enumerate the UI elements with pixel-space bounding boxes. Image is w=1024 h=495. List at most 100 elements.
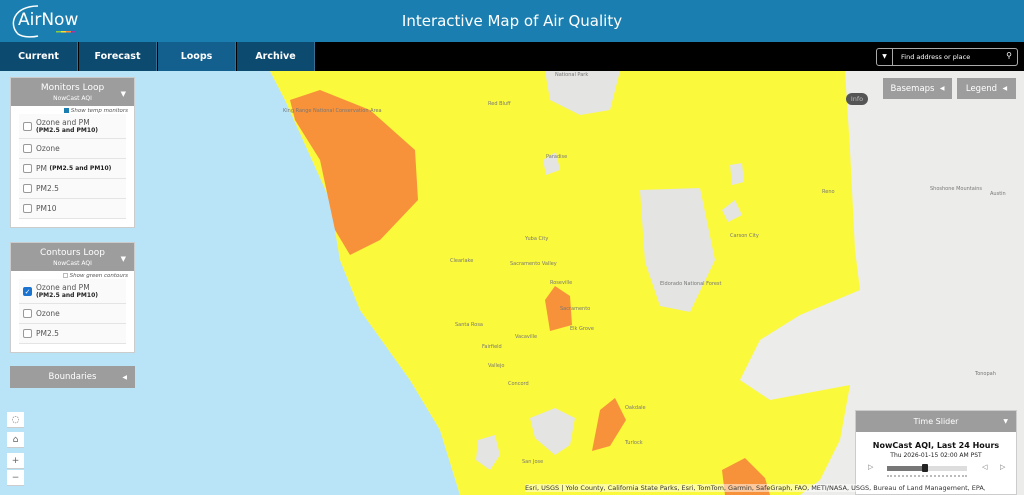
step-forward-icon[interactable]: ▷ bbox=[1000, 463, 1006, 471]
show-temp-monitors-toggle[interactable]: Show temp monitors bbox=[11, 106, 134, 114]
option-ozone[interactable]: Ozone bbox=[19, 304, 126, 324]
map-label: Yuba City bbox=[524, 236, 548, 242]
map-canvas[interactable]: National Park Red Bluff Paradise Reno Yu… bbox=[0, 71, 1024, 495]
checkbox-checked[interactable]: ✓ bbox=[23, 286, 32, 296]
option-pm[interactable]: PM (PM2.5 and PM10) bbox=[19, 159, 126, 179]
sublabel: (PM2.5 and PM10) bbox=[49, 165, 112, 172]
panel-subtitle: NowCast AQI bbox=[53, 260, 92, 267]
time-slider-fill bbox=[887, 466, 926, 471]
caret-down-icon: ▼ bbox=[1003, 418, 1008, 425]
map-label: Sacramento Valley bbox=[510, 261, 557, 267]
search-icon[interactable]: ⚲ bbox=[1006, 51, 1012, 60]
map-label: Vallejo bbox=[488, 363, 504, 369]
map-label: Elk Grove bbox=[570, 326, 594, 332]
map-label: Fairfield bbox=[482, 344, 502, 350]
caret-down-icon: ▼ bbox=[120, 255, 126, 263]
panel-title: Monitors Loop bbox=[40, 83, 105, 93]
monitors-loop-header[interactable]: Monitors Loop NowCast AQI ▼ bbox=[11, 78, 134, 106]
label: PM2.5 bbox=[36, 329, 59, 338]
panel-title: Contours Loop bbox=[39, 248, 106, 258]
time-slider-panel: Time Slider ▼ NowCast AQI, Last 24 Hours … bbox=[855, 410, 1017, 495]
panel-subtitle: NowCast AQI bbox=[53, 95, 92, 102]
label: Ozone and PM bbox=[36, 283, 90, 292]
map-label: Vacaville bbox=[515, 334, 537, 340]
chevron-down-icon[interactable]: ▼ bbox=[877, 49, 893, 65]
map-label: Red Bluff bbox=[488, 101, 511, 107]
contours-loop-panel: Contours Loop NowCast AQI ▼ Show green c… bbox=[10, 242, 135, 353]
option-pm25[interactable]: PM2.5 bbox=[19, 179, 126, 199]
tab-loops[interactable]: Loops bbox=[158, 42, 236, 71]
sublabel: (PM2.5 and PM10) bbox=[36, 292, 98, 299]
checkbox[interactable] bbox=[23, 144, 32, 153]
basemaps-button[interactable]: Basemaps ◀ bbox=[883, 78, 952, 99]
checkbox[interactable] bbox=[23, 329, 32, 338]
zoom-in-button[interactable]: + bbox=[7, 453, 24, 469]
show-green-contours-toggle[interactable]: Show green contours bbox=[11, 271, 134, 279]
caret-left-icon: ◀ bbox=[939, 85, 945, 92]
aqi-usg-contour bbox=[545, 286, 572, 331]
caret-left-icon: ◀ bbox=[1002, 85, 1008, 92]
zoom-out-button[interactable]: − bbox=[7, 470, 24, 486]
checkbox[interactable] bbox=[23, 204, 32, 213]
contours-loop-header[interactable]: Contours Loop NowCast AQI ▼ bbox=[11, 243, 134, 271]
home-icon[interactable]: ⌂ bbox=[7, 432, 24, 448]
contour-gap bbox=[476, 435, 500, 470]
sublabel: (PM2.5 and PM10) bbox=[36, 127, 98, 134]
tab-archive[interactable]: Archive bbox=[237, 42, 315, 71]
logo-text: AirNow bbox=[18, 10, 79, 30]
app-header: AirNow Interactive Map of Air Quality bbox=[0, 0, 1024, 42]
map-label: Paradise bbox=[546, 154, 567, 160]
search-input[interactable]: ▼ Find address or place ⚲ bbox=[876, 48, 1018, 66]
map-label: Tonopah bbox=[974, 371, 996, 377]
checkbox[interactable] bbox=[64, 108, 70, 113]
airnow-logo bbox=[12, 5, 76, 38]
map-label: Carson City bbox=[730, 233, 759, 239]
checkbox[interactable] bbox=[23, 164, 32, 173]
label: Legend bbox=[965, 83, 998, 94]
label: Ozone and PM bbox=[36, 118, 90, 127]
time-slider-track[interactable] bbox=[887, 464, 967, 472]
contour-gap bbox=[640, 188, 715, 312]
time-slider-ticks bbox=[887, 475, 967, 477]
panel-title: Time Slider bbox=[913, 417, 959, 426]
option-ozone[interactable]: Ozone bbox=[19, 139, 126, 159]
boundaries-panel-header[interactable]: Boundaries ◀ bbox=[10, 366, 135, 388]
play-icon[interactable]: ▷ bbox=[868, 463, 874, 471]
contour-gap bbox=[730, 163, 744, 185]
checkbox[interactable] bbox=[62, 273, 68, 278]
label: Basemaps bbox=[890, 83, 935, 94]
info-button[interactable]: Info bbox=[846, 93, 868, 105]
label: Show green contours bbox=[69, 273, 128, 279]
aqi-moderate-contour bbox=[270, 71, 860, 495]
map-label: Eldorado National Forest bbox=[660, 281, 722, 287]
legend-button[interactable]: Legend ◀ bbox=[957, 78, 1016, 99]
time-slider-thumb[interactable] bbox=[922, 464, 929, 472]
tab-forecast[interactable]: Forecast bbox=[79, 42, 157, 71]
map-attribution: Esri, USGS | Yolo County, California Sta… bbox=[525, 484, 985, 492]
label: PM2.5 bbox=[36, 184, 59, 193]
locate-icon[interactable]: ◌ bbox=[7, 412, 24, 428]
contour-gap bbox=[545, 71, 620, 115]
map-label: Santa Rosa bbox=[455, 322, 483, 328]
nav-bar: Current Forecast Loops Archive Info bbox=[0, 42, 1024, 105]
checkbox[interactable] bbox=[23, 184, 32, 193]
option-pm10[interactable]: PM10 bbox=[19, 199, 126, 219]
map-label: Clearlake bbox=[450, 258, 473, 264]
step-back-icon[interactable]: ◁ bbox=[982, 463, 988, 471]
panel-title: Boundaries bbox=[48, 372, 97, 382]
caret-left-icon: ◀ bbox=[122, 373, 127, 381]
contour-gap bbox=[722, 200, 742, 222]
option-ozone-and-pm[interactable]: Ozone and PM (PM2.5 and PM10) bbox=[19, 114, 126, 139]
option-pm25[interactable]: PM2.5 bbox=[19, 324, 126, 344]
aqi-usg-contour bbox=[290, 90, 418, 255]
contour-gap bbox=[543, 152, 560, 175]
label: Show temp monitors bbox=[70, 108, 128, 114]
label: Ozone bbox=[36, 309, 60, 318]
option-ozone-and-pm[interactable]: ✓ Ozone and PM (PM2.5 and PM10) bbox=[19, 279, 126, 304]
checkbox[interactable] bbox=[23, 121, 32, 131]
time-slider-time: Thu 2026-01-15 02:00 AM PST bbox=[890, 452, 982, 459]
time-slider-header[interactable]: Time Slider ▼ bbox=[856, 411, 1016, 432]
tab-current[interactable]: Current bbox=[0, 42, 78, 71]
checkbox[interactable] bbox=[23, 309, 32, 318]
caret-down-icon: ▼ bbox=[120, 90, 126, 98]
